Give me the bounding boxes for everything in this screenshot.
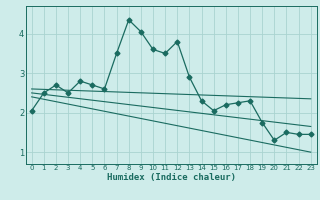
X-axis label: Humidex (Indice chaleur): Humidex (Indice chaleur) (107, 173, 236, 182)
